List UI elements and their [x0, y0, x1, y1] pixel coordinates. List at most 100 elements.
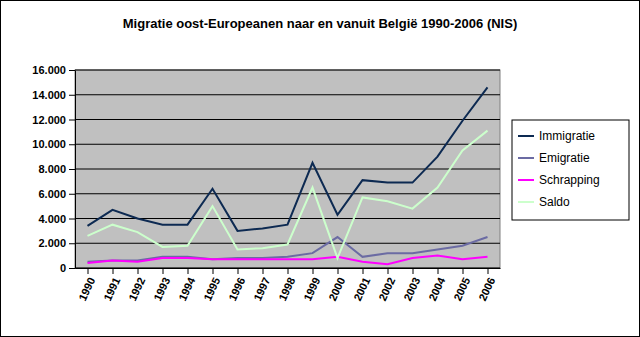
y-tick-mark — [69, 120, 75, 121]
y-tick-label: 12.000 — [32, 114, 66, 126]
x-tick-label: 2006 — [476, 275, 497, 302]
grid-line — [75, 169, 500, 170]
grid-line — [75, 119, 500, 120]
x-tick-mark — [413, 268, 414, 274]
x-tick-mark — [188, 268, 189, 274]
x-tick: 2003 — [401, 268, 422, 303]
x-tick: 1992 — [126, 268, 147, 303]
x-tick-label: 2001 — [351, 275, 372, 302]
y-tick: 8.000 — [38, 163, 75, 175]
x-tick-label: 1991 — [101, 275, 122, 302]
y-tick-label: 2.000 — [38, 237, 66, 249]
x-tick: 1997 — [251, 268, 272, 303]
y-tick-label: 10.000 — [32, 138, 66, 150]
legend-swatch — [518, 179, 534, 181]
x-tick-mark — [213, 268, 214, 274]
plot: 0 2.000 4.000 6.000 8.000 10.000 12.000 14.000 1… — [32, 64, 500, 303]
x-tick-label: 1990 — [76, 275, 97, 302]
legend-box — [512, 120, 629, 220]
y-tick-mark — [69, 243, 75, 244]
x-tick: 1994 — [176, 268, 198, 303]
y-tick: 16.000 — [32, 64, 75, 76]
y-axis-line — [75, 71, 76, 269]
y-tick: 6.000 — [38, 188, 75, 200]
legend-label: Schrapping — [539, 173, 600, 187]
x-tick-mark — [388, 268, 389, 274]
grid-line — [75, 193, 500, 194]
y-tick: 10.000 — [32, 138, 75, 150]
y-tick-mark — [69, 169, 75, 170]
y-tick-label: 0 — [60, 262, 66, 274]
legend: ImmigratieEmigratieSchrappingSaldo — [512, 120, 629, 220]
y-tick-label: 16.000 — [32, 64, 66, 76]
x-tick-label: 1998 — [276, 275, 297, 302]
x-tick: 2004 — [426, 268, 448, 303]
x-tick-mark — [138, 268, 139, 274]
line — [88, 237, 488, 262]
x-tick-label: 1999 — [301, 275, 322, 302]
legend-label: Immigratie — [539, 129, 595, 143]
y-tick-label: 8.000 — [38, 163, 66, 175]
y-tick-mark — [69, 268, 75, 269]
y-tick: 14.000 — [32, 89, 75, 101]
x-tick-mark — [88, 268, 89, 274]
x-tick: 2001 — [351, 268, 372, 303]
x-tick: 1993 — [151, 268, 172, 303]
x-tick-label: 2002 — [376, 275, 397, 302]
title: Migratie oost-Europeanen naar en vanuit … — [123, 16, 517, 31]
x-tick-mark — [238, 268, 239, 274]
y-tick-label: 4.000 — [38, 213, 66, 225]
x-tick-mark — [113, 268, 114, 274]
x-tick-mark — [263, 268, 264, 274]
x-tick-label: 1994 — [176, 275, 198, 303]
x-tick-label: 1995 — [201, 275, 222, 302]
legend-swatch — [518, 201, 534, 203]
x-tick-label: 2005 — [451, 275, 472, 302]
x-tick-mark — [363, 268, 364, 274]
line — [88, 131, 488, 258]
y-tick-label: 6.000 — [38, 188, 66, 200]
x-tick: 1990 — [76, 268, 97, 303]
x-tick: 2000 — [326, 268, 347, 303]
series-group — [88, 87, 488, 264]
x-tick: 1991 — [101, 268, 122, 303]
y-tick-label: 14.000 — [32, 89, 66, 101]
grid-line — [75, 94, 500, 95]
x-tick: 2002 — [376, 268, 397, 303]
y-axis: 0 2.000 4.000 6.000 8.000 10.000 12.000 14.000 1… — [32, 64, 75, 274]
x-tick-label: 1992 — [126, 275, 147, 302]
y-tick-mark — [69, 194, 75, 195]
y-tick: 4.000 — [38, 213, 75, 225]
x-tick-mark — [288, 268, 289, 274]
y-tick-mark — [69, 144, 75, 145]
line — [88, 256, 488, 265]
chart-border — [1, 1, 640, 337]
x-tick-label: 2003 — [401, 275, 422, 302]
plot-background — [75, 70, 500, 268]
x-tick: 2005 — [451, 268, 472, 303]
legend-swatch — [518, 157, 534, 159]
x-tick-label: 2000 — [326, 275, 347, 302]
x-tick-label: 1997 — [251, 275, 272, 302]
x-tick: 2006 — [476, 268, 497, 303]
y-tick-mark — [69, 219, 75, 220]
x-tick-label: 2004 — [426, 275, 448, 303]
y-tick-mark — [69, 70, 75, 71]
x-axis: 1990199119921993199419951996199719981999… — [76, 268, 501, 303]
x-tick-mark — [463, 268, 464, 274]
x-tick-mark — [488, 268, 489, 274]
legend-label: Saldo — [539, 195, 570, 209]
x-tick-label: 1996 — [226, 275, 247, 302]
x-tick-label: 1993 — [151, 275, 172, 302]
x-tick: 1995 — [201, 268, 222, 303]
x-tick-mark — [338, 268, 339, 274]
x-tick: 1996 — [226, 268, 247, 303]
grid-line — [75, 144, 500, 145]
x-tick: 1999 — [301, 268, 322, 303]
x-tick-mark — [163, 268, 164, 274]
legend-swatch — [518, 135, 534, 137]
chart: Migratie oost-Europeanen naar en vanuit … — [0, 0, 640, 337]
y-tick: 2.000 — [38, 237, 75, 249]
x-tick: 1998 — [276, 268, 297, 303]
x-tick-mark — [313, 268, 314, 274]
